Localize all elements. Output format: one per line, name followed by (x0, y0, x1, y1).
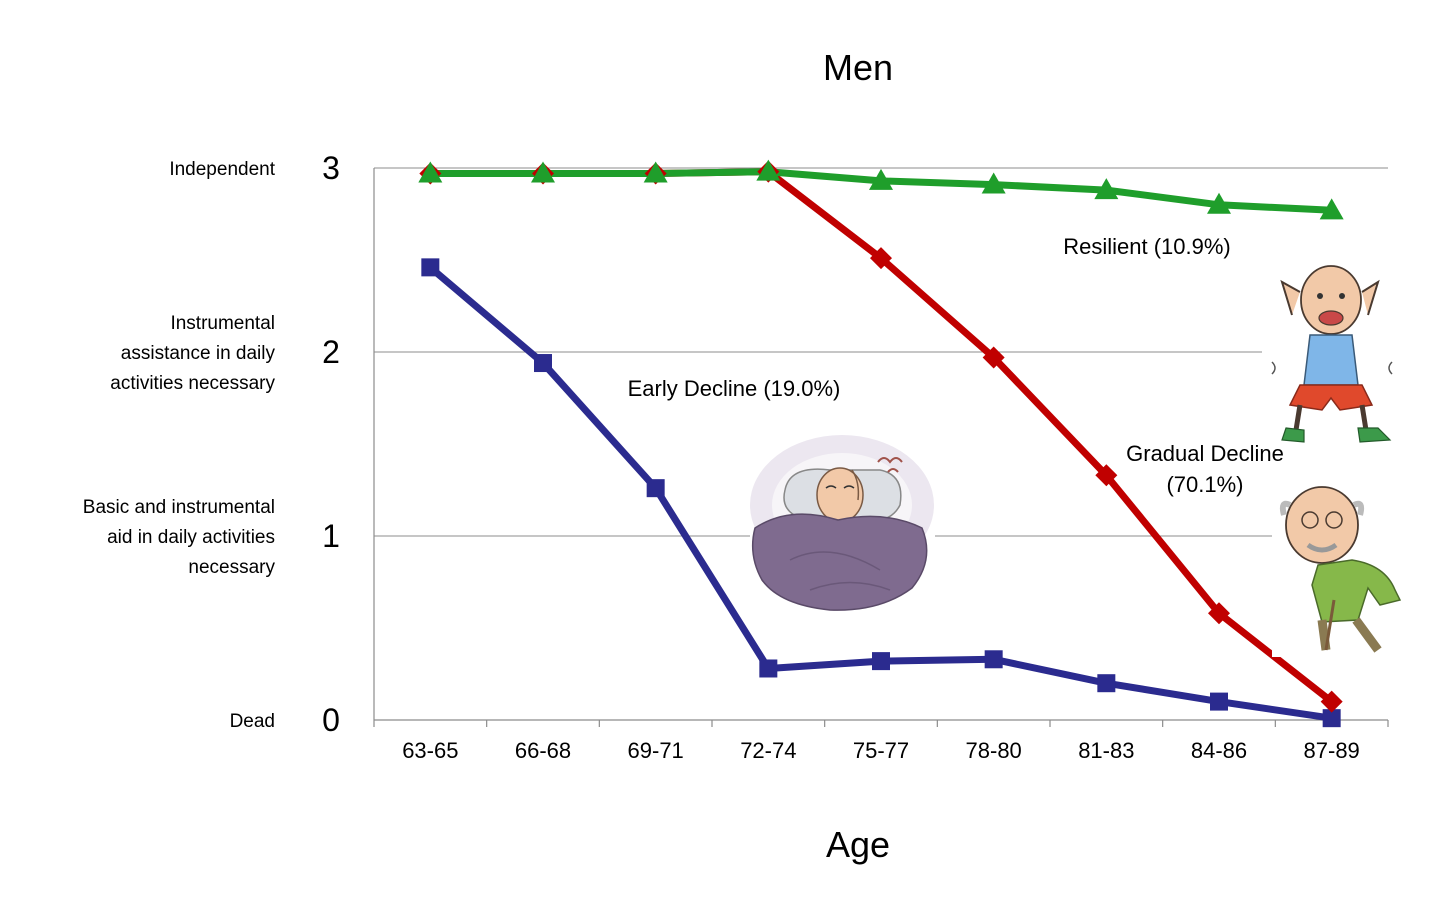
marker-diamond (1208, 602, 1230, 625)
annotation-1: (70.1%) (1166, 472, 1243, 497)
annotation-1: Gradual Decline (1126, 441, 1284, 466)
marker-square (1097, 674, 1116, 693)
y-category-label-line: aid in daily activities (107, 527, 275, 548)
series-markers (418, 159, 1344, 728)
marker-square (1322, 709, 1341, 728)
marker-triangle (756, 159, 781, 181)
y-category-label-line: Independent (169, 159, 275, 180)
marker-square (872, 652, 890, 671)
y-category-label-line: necessary (188, 557, 275, 578)
y-category-label-line: activities necessary (110, 373, 275, 394)
marker-triangle (1094, 178, 1119, 200)
marker-square (421, 258, 440, 277)
marker-triangle (418, 161, 443, 183)
marker-triangle (531, 161, 555, 183)
x-tick-label-63-65: 63-65 (402, 738, 458, 763)
marker-square (984, 650, 1003, 669)
x-tick-label-81-83: 81-83 (1078, 738, 1134, 763)
x-tick-label-66-68: 66-68 (515, 738, 571, 763)
y-tick-label-0: 0 (322, 702, 340, 738)
marker-diamond (1320, 690, 1343, 713)
annotation-2: Resilient (10.9%) (1063, 234, 1231, 259)
y-tick-label-1: 1 (322, 518, 340, 554)
y-category-label-line: Dead (230, 711, 275, 732)
x-tick-label-78-80: 78-80 (966, 738, 1022, 763)
x-tick-label-75-77: 75-77 (853, 738, 909, 763)
marker-diamond (870, 247, 892, 270)
marker-square (534, 354, 552, 373)
x-tick-label-84-86: 84-86 (1191, 738, 1247, 763)
marker-triangle (981, 172, 1006, 194)
y-tick-label-3: 3 (322, 150, 340, 186)
marker-triangle (1207, 192, 1231, 214)
y-category-label-line: Instrumental (170, 313, 275, 334)
marker-square (759, 659, 778, 678)
marker-triangle (869, 168, 893, 190)
marker-triangle (1319, 198, 1344, 220)
resilient-man-illustration (1262, 262, 1397, 447)
x-tick-label-69-71: 69-71 (628, 738, 684, 763)
y-category-label-line: Basic and instrumental (83, 497, 275, 518)
annotation-0: Early Decline (19.0%) (628, 376, 841, 401)
marker-square (646, 479, 665, 498)
marker-diamond (982, 346, 1005, 369)
sleeping-man-illustration (750, 435, 935, 615)
x-tick-label-72-74: 72-74 (740, 738, 796, 763)
y-tick-label-2: 2 (322, 334, 340, 370)
y-category-label-line: assistance in daily (121, 343, 276, 364)
series-annotations: Early Decline (19.0%) Gradual Decline (70.… (628, 234, 1284, 497)
gradual-man-illustration (1272, 482, 1410, 657)
y-category-labels: Independent Instrumental assistance in dai… (83, 159, 276, 732)
y-tick-labels: 0 1 2 3 (322, 150, 340, 738)
axes (373, 168, 1389, 727)
marker-square (1210, 692, 1228, 711)
chart-title: Men (823, 47, 893, 88)
marker-triangle (643, 161, 668, 183)
x-tick-labels: 63-65 66-68 69-71 72-74 75-77 78-80 81-83 84-86… (402, 738, 1360, 763)
x-axis-title: Age (826, 824, 890, 865)
marker-diamond (1095, 464, 1118, 487)
x-tick-label-87-89: 87-89 (1304, 738, 1360, 763)
